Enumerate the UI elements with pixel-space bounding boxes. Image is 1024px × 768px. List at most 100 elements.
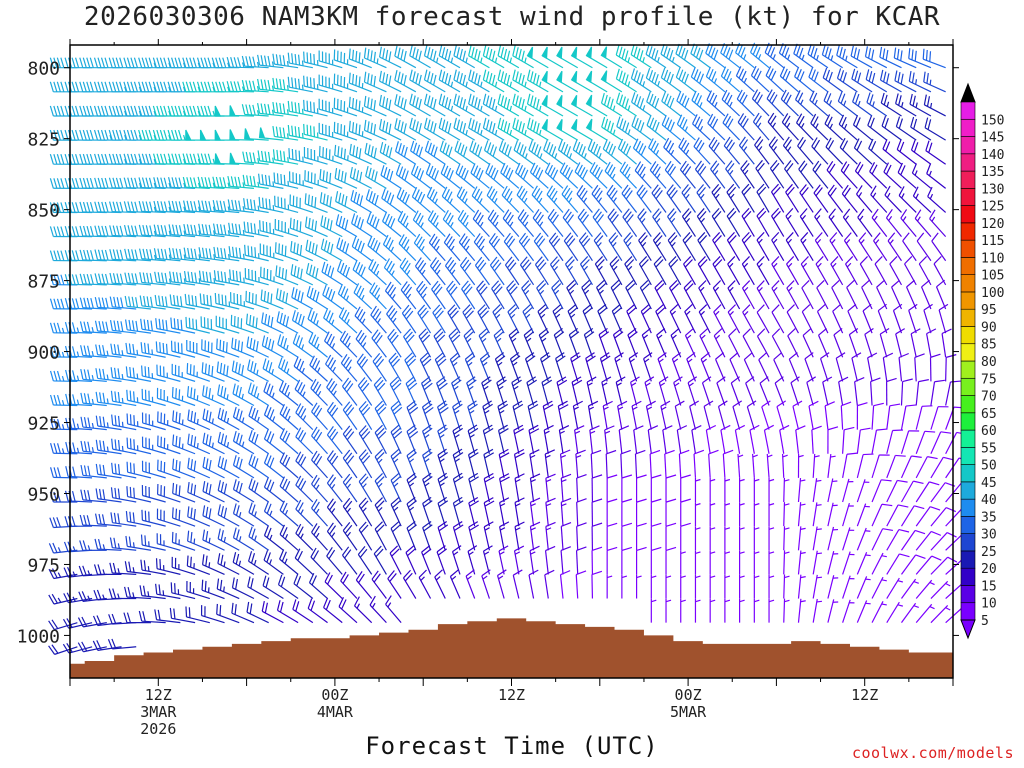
barb-full — [56, 517, 61, 528]
barb-full — [194, 272, 198, 283]
barb-staff — [127, 447, 152, 455]
barb-half — [453, 385, 459, 391]
barb-staff — [394, 55, 417, 69]
wind-barb — [497, 69, 520, 93]
barb-full — [261, 174, 264, 185]
barb-full — [293, 573, 299, 584]
barb-full — [434, 262, 442, 272]
barb-full — [101, 297, 106, 308]
barb-half — [599, 289, 604, 295]
barb-full — [114, 439, 117, 450]
barb-full — [531, 185, 538, 196]
barb-full — [489, 188, 496, 199]
barb-full — [202, 432, 206, 444]
barb-full — [330, 291, 336, 302]
barb-half — [102, 594, 106, 600]
wind-barb — [184, 293, 210, 310]
barb-full — [598, 307, 608, 315]
barb-full — [287, 124, 290, 136]
barb-staff — [512, 79, 534, 93]
barb-half — [420, 222, 424, 228]
barb-full — [292, 599, 297, 610]
barb-full — [464, 307, 473, 316]
barb-staff — [452, 502, 461, 527]
barb-full — [368, 258, 374, 269]
barb-staff — [358, 457, 373, 479]
barb-staff — [200, 233, 225, 238]
barb-full — [344, 452, 353, 462]
barb-half — [168, 62, 171, 68]
wind-barb — [348, 120, 372, 141]
barb-full — [163, 129, 168, 141]
wind-barb — [470, 163, 490, 189]
barb-full — [403, 123, 407, 134]
barb-full — [185, 57, 190, 68]
barb-staff — [631, 77, 652, 93]
barb-half — [587, 382, 593, 387]
barb-full — [112, 177, 117, 189]
wind-barb — [364, 142, 387, 165]
barb-full — [591, 449, 602, 455]
barb-half — [553, 197, 558, 203]
barb-half — [464, 221, 469, 228]
barb-staff — [247, 369, 269, 382]
wind-barb — [606, 574, 613, 599]
barb-full — [132, 343, 135, 355]
barb-staff — [323, 607, 343, 624]
barb-full — [115, 201, 120, 213]
barb-staff — [614, 358, 623, 382]
barb-full — [497, 45, 502, 56]
barb-full — [608, 143, 614, 154]
barb-full — [461, 280, 469, 290]
barb-full — [208, 248, 212, 260]
barb-half — [482, 575, 488, 580]
barb-half — [467, 575, 472, 580]
barb-half — [76, 399, 80, 405]
wind-barb — [111, 414, 137, 431]
barb-full — [456, 71, 460, 82]
barb-full — [307, 309, 313, 320]
barb-staff — [466, 382, 476, 406]
barb-full — [156, 105, 161, 117]
barb-staff — [483, 127, 505, 141]
barb-full — [427, 142, 432, 153]
wind-barb — [356, 353, 373, 382]
barb-full — [272, 53, 275, 65]
barb-full — [94, 273, 99, 284]
barb-full — [543, 404, 554, 411]
barb-full — [264, 337, 269, 348]
wind-barb — [273, 172, 299, 189]
wind-barb — [171, 363, 196, 382]
barb-full — [512, 379, 522, 387]
wind-barb — [615, 44, 637, 69]
barb-full — [621, 546, 633, 551]
wind-barb — [109, 272, 137, 286]
barb-full — [576, 185, 584, 195]
barb-full — [250, 361, 254, 372]
wind-barb — [156, 364, 181, 382]
barb-full — [486, 186, 493, 196]
barb-full — [390, 218, 396, 229]
barb-full — [413, 165, 419, 177]
barb-full — [529, 428, 540, 435]
barb-half — [162, 590, 165, 596]
barb-full — [249, 199, 253, 210]
wind-barb — [570, 95, 593, 117]
barb-full — [269, 457, 275, 468]
barb-full — [352, 259, 358, 270]
wind-barb — [49, 322, 78, 334]
barb-full — [201, 247, 205, 259]
barb-full — [606, 522, 618, 527]
barb-full — [79, 177, 84, 189]
wind-barb — [468, 69, 490, 93]
barb-staff — [248, 392, 269, 407]
barb-full — [361, 382, 370, 392]
barb-full — [285, 316, 290, 327]
barb-full — [409, 93, 413, 105]
barb-full — [117, 488, 121, 499]
barb-staff — [82, 378, 107, 382]
wind-barb — [279, 549, 299, 575]
barb-staff — [487, 218, 505, 238]
barb-full — [351, 213, 356, 224]
barb-full — [252, 80, 256, 92]
